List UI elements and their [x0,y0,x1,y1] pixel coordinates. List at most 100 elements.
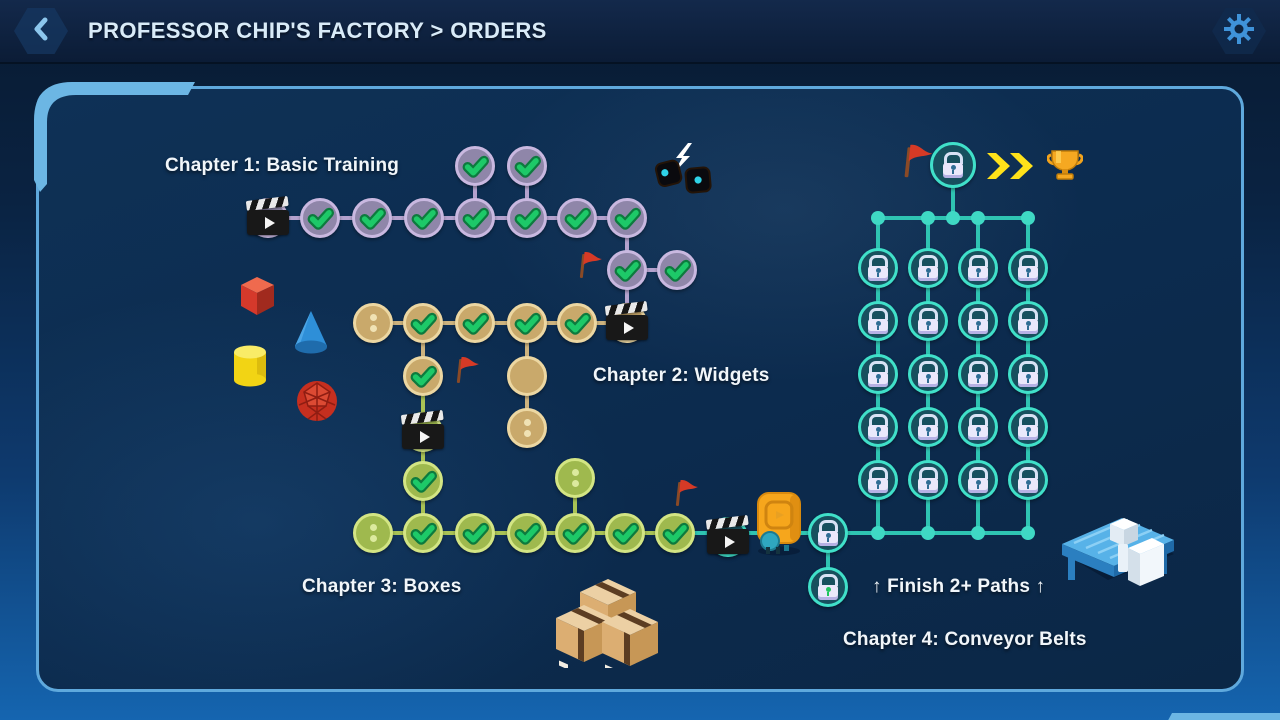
lock-icon [968,255,988,281]
level-node-lock[interactable] [858,460,898,500]
lock-icon [1018,361,1038,387]
level-node-lock[interactable] [930,142,976,188]
level-node-lock[interactable] [858,301,898,341]
level-node-check[interactable] [655,513,695,553]
video-clapper-icon [400,409,444,449]
level-node-check[interactable] [507,513,547,553]
check-icon [564,207,591,230]
level-node-lock[interactable] [958,354,998,394]
level-node-check[interactable] [507,198,547,238]
dots-icon [369,325,377,332]
path-junction [946,211,960,225]
level-node-check[interactable] [557,198,597,238]
title-bar: PROFESSOR CHIP'S FACTORY > ORDERS [0,0,1280,62]
level-node-check[interactable] [507,303,547,343]
lock-icon [1018,414,1038,440]
level-node-lock[interactable] [1008,301,1048,341]
level-node-lock[interactable] [908,301,948,341]
dots-icon [369,524,377,531]
lock-icon [968,361,988,387]
level-node-check[interactable] [657,250,697,290]
check-icon [514,207,541,230]
finish-paths-hint: ↑ Finish 2+ Paths ↑ [872,576,1046,597]
level-node-lock[interactable] [858,248,898,288]
level-node-lock[interactable] [908,248,948,288]
level-node-check[interactable] [300,198,340,238]
lock-icon [968,308,988,334]
flag-icon [576,250,602,280]
gear-icon [1224,13,1254,49]
level-node-video[interactable] [245,195,289,238]
lock-icon [968,467,988,493]
level-node-check[interactable] [352,198,392,238]
check-icon [462,207,489,230]
path-edge [625,218,629,270]
check-icon [664,259,691,282]
level-node-lock[interactable] [1008,354,1048,394]
level-node-dots[interactable] [555,458,595,498]
level-node-video[interactable] [400,409,444,452]
level-node-lock[interactable] [958,407,998,447]
path-junction [921,211,935,225]
level-node-video[interactable] [604,300,648,343]
level-node-lock[interactable] [908,407,948,447]
path-junction [871,211,885,225]
check-icon [410,470,437,493]
check-icon [410,312,437,335]
path-edge [675,531,1028,535]
level-node-check[interactable] [455,513,495,553]
level-node-check[interactable] [455,303,495,343]
level-node-lock[interactable] [958,301,998,341]
level-node-lock[interactable] [958,248,998,288]
level-node-plain[interactable] [507,356,547,396]
path-junction [921,526,935,540]
lock-icon [868,308,888,334]
level-node-lock[interactable] [908,460,948,500]
level-node-lock[interactable] [858,354,898,394]
level-node-check[interactable] [403,461,443,501]
level-node-dots[interactable] [507,408,547,448]
check-icon [410,365,437,388]
lock-icon [943,152,963,178]
chapter-1-label: Chapter 1: Basic Training [165,155,400,176]
level-node-check[interactable] [555,513,595,553]
level-node-check[interactable] [605,513,645,553]
lock-icon [868,361,888,387]
level-node-check[interactable] [557,303,597,343]
level-node-check[interactable] [403,513,443,553]
level-node-lock[interactable] [958,460,998,500]
level-node-lock[interactable] [908,354,948,394]
dots-icon [571,469,579,476]
level-node-lock[interactable] [1008,407,1048,447]
level-node-check[interactable] [455,146,495,186]
path-junction [871,526,885,540]
chapter-3-label: Chapter 3: Boxes [302,576,462,597]
level-node-lock[interactable] [858,407,898,447]
level-node-lock[interactable] [1008,460,1048,500]
chapter-2-label: Chapter 2: Widgets [593,365,770,386]
flag-icon [672,478,698,508]
path-junction [1021,211,1035,225]
level-node-check[interactable] [607,250,647,290]
level-node-check[interactable] [403,303,443,343]
path-edge [421,323,425,376]
level-node-dots[interactable] [353,303,393,343]
chapter-4-label: Chapter 4: Conveyor Belts [843,629,1087,650]
back-button[interactable] [14,8,68,54]
dots-icon [523,419,531,426]
level-node-dots[interactable] [353,513,393,553]
lock-icon [1018,255,1038,281]
level-node-lock[interactable] [1008,248,1048,288]
level-node-lock_open[interactable] [808,567,848,607]
level-node-lock[interactable] [808,513,848,553]
check-icon [411,207,438,230]
path-edge [625,270,629,323]
level-node-check[interactable] [404,198,444,238]
settings-button[interactable] [1212,8,1266,54]
level-node-check[interactable] [607,198,647,238]
level-node-check[interactable] [403,356,443,396]
level-node-check[interactable] [455,198,495,238]
level-node-video[interactable] [705,514,749,557]
path-edge [826,533,830,587]
level-node-check[interactable] [507,146,547,186]
